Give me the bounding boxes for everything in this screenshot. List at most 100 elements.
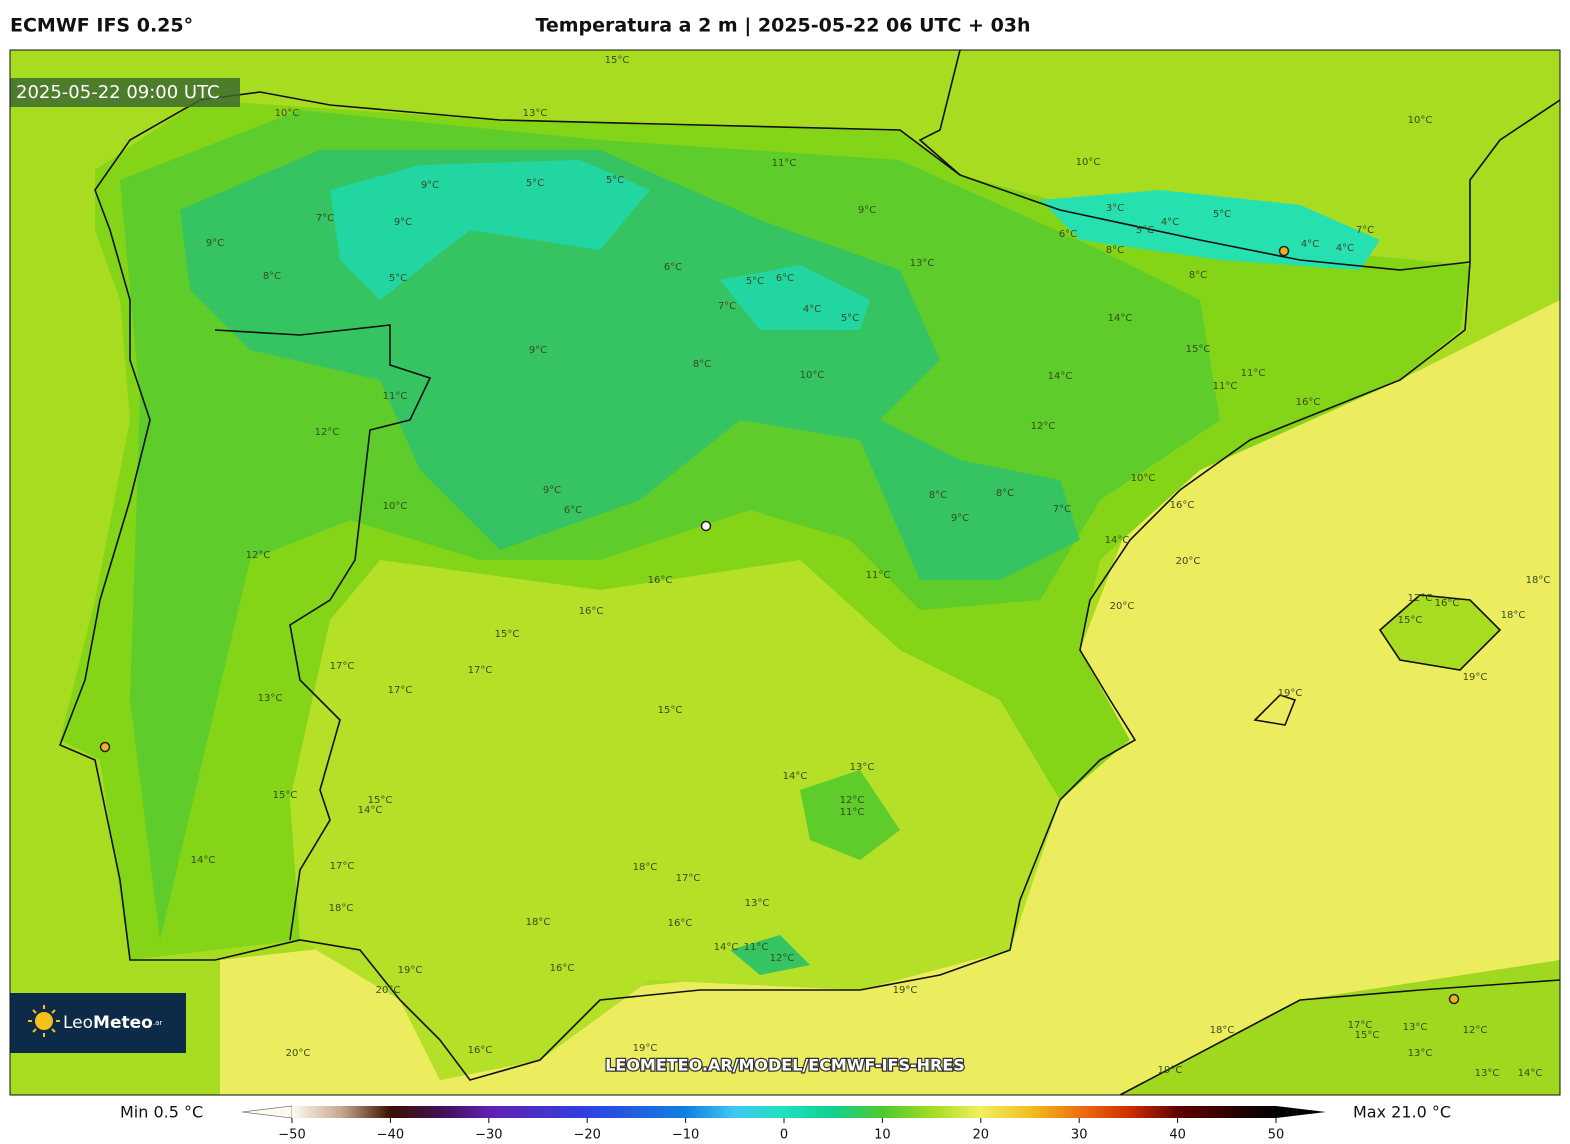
colorbar-min-arrow	[241, 1105, 293, 1119]
contour-label: 8°C	[693, 359, 711, 370]
contour-label: 18°C	[526, 917, 551, 928]
contour-label: 11°C	[1241, 368, 1266, 379]
contour-label: 17°C	[468, 665, 493, 676]
mallorca-field	[1380, 595, 1500, 670]
pyrenees-cold	[1040, 190, 1380, 270]
contour-label: 14°C	[783, 771, 808, 782]
contour-label: 13°C	[910, 258, 935, 269]
contour-label: 17°C	[330, 861, 355, 872]
contour-label: 19°C	[398, 965, 423, 976]
contour-label: 13°C	[745, 898, 770, 909]
contour-label: 9°C	[858, 205, 876, 216]
contour-labels: 15°C 13°C 10°C 11°C 10°C 10°C 9°C 5°C 5°C 7°C 9°C 9…	[191, 55, 1551, 1079]
contour-label: 18°C	[1526, 575, 1551, 586]
colorbar: Min 0.5 °C Max 21.0 °C −50 −40 −30 −20 −10 0 1…	[120, 1103, 1451, 1143]
ibiza	[1253, 694, 1297, 726]
contour-label: 16°C	[648, 575, 673, 586]
contour-label: 4°C	[1336, 243, 1354, 254]
contour-label: 15°C	[368, 795, 393, 806]
south-warm	[290, 560, 1060, 1080]
contour-label: 10°C	[383, 501, 408, 512]
contour-label: 5°C	[526, 178, 544, 189]
contour-label: 17°C	[676, 873, 701, 884]
nevada-cool	[730, 935, 810, 975]
contour-label: 4°C	[1301, 239, 1319, 250]
contour-label: 5°C	[841, 313, 859, 324]
colorbar-tick-label: 10	[874, 1128, 891, 1143]
contour-label: 16°C	[579, 606, 604, 617]
coastline	[58, 50, 1560, 1095]
contour-label: 12°C	[770, 953, 795, 964]
contour-label: 7°C	[1053, 504, 1071, 515]
map: 15°C 13°C 10°C 11°C 10°C 10°C 9°C 5°C 5°C 7°C 9°C 9…	[10, 50, 1560, 1095]
contour-label: 19°C	[893, 985, 918, 996]
colorbar-tick-label: −40	[377, 1128, 404, 1143]
africa-coast	[1119, 979, 1560, 1095]
contour-label: 19°C	[1278, 688, 1303, 699]
contour-label: 5°C	[606, 175, 624, 186]
contour-label: 13°C	[1475, 1068, 1500, 1079]
contour-label: 9°C	[421, 180, 439, 191]
contour-label: 18°C	[633, 862, 658, 873]
logo-leo: Leo	[63, 1013, 93, 1033]
contour-label: 10°C	[275, 108, 300, 119]
contour-label: 6°C	[564, 505, 582, 516]
france-coast	[918, 50, 961, 176]
chart-title: Temperatura a 2 m | 2025-05-22 06 UTC + …	[535, 15, 1030, 37]
contour-label: 16°C	[1296, 397, 1321, 408]
colorbar-gradient	[292, 1106, 1276, 1118]
contour-label: 15°C	[1355, 1030, 1380, 1041]
contour-label: 4°C	[1161, 217, 1179, 228]
contour-label: 7°C	[718, 301, 736, 312]
contour-label: 18°C	[1210, 1025, 1235, 1036]
contour-label: 12°C	[246, 550, 271, 561]
colorbar-tick-label: 20	[973, 1128, 990, 1143]
france-med-coast	[1469, 99, 1560, 262]
contour-label: 8°C	[263, 271, 281, 282]
contour-label: 10°C	[1076, 157, 1101, 168]
contour-label: 6°C	[664, 262, 682, 273]
contour-label: 14°C	[1518, 1068, 1543, 1079]
colorbar-tick-label: −30	[475, 1128, 502, 1143]
contour-label: 19°C	[1463, 672, 1488, 683]
contour-label: 8°C	[996, 488, 1014, 499]
colorbar-min: Min 0.5 °C	[120, 1103, 203, 1122]
contour-label: 16°C	[550, 963, 575, 974]
contour-label: 16°C	[1435, 598, 1460, 609]
contour-label: 7°C	[1356, 225, 1374, 236]
africa-field	[1120, 960, 1560, 1095]
contour-label: 18°C	[1501, 610, 1526, 621]
contour-label: 11°C	[744, 942, 769, 953]
contour-label: 15°C	[605, 55, 630, 66]
contour-label: 20°C	[1176, 556, 1201, 567]
colorbar-max-arrow	[1276, 1106, 1326, 1118]
contour-label: 13°C	[1408, 1048, 1433, 1059]
colorbar-tick-label: 0	[780, 1128, 788, 1143]
contour-label: 5°C	[1213, 209, 1231, 220]
contour-label: 19°C	[633, 1043, 658, 1054]
logo-sun	[28, 1005, 60, 1037]
contour-label: 15°C	[495, 629, 520, 640]
warm-sea	[220, 300, 1560, 1095]
contour-label: 10°C	[800, 370, 825, 381]
contour-label: 6°C	[1059, 229, 1077, 240]
contour-label: 8°C	[1106, 245, 1124, 256]
contour-label: 8°C	[929, 490, 947, 501]
cities	[99, 245, 1460, 1005]
contour-label: 12°C	[840, 795, 865, 806]
contour-label: 4°C	[803, 304, 821, 315]
contour-label: 11°C	[772, 158, 797, 169]
contour-label: 17°C	[1348, 1020, 1373, 1031]
timestamp: 2025-05-22 09:00 UTC	[16, 82, 220, 103]
map-frame	[9, 49, 1561, 1096]
contour-label: 20°C	[376, 985, 401, 996]
portugal-border	[214, 324, 432, 941]
contour-label: 9°C	[394, 217, 412, 228]
contour-label: 17°C	[330, 661, 355, 672]
city-marker	[1448, 993, 1460, 1005]
contour-label: 14°C	[1108, 313, 1133, 324]
city-marker	[99, 741, 111, 753]
contour-label: 12°C	[1031, 421, 1056, 432]
contour-label: 8°C	[1189, 270, 1207, 281]
